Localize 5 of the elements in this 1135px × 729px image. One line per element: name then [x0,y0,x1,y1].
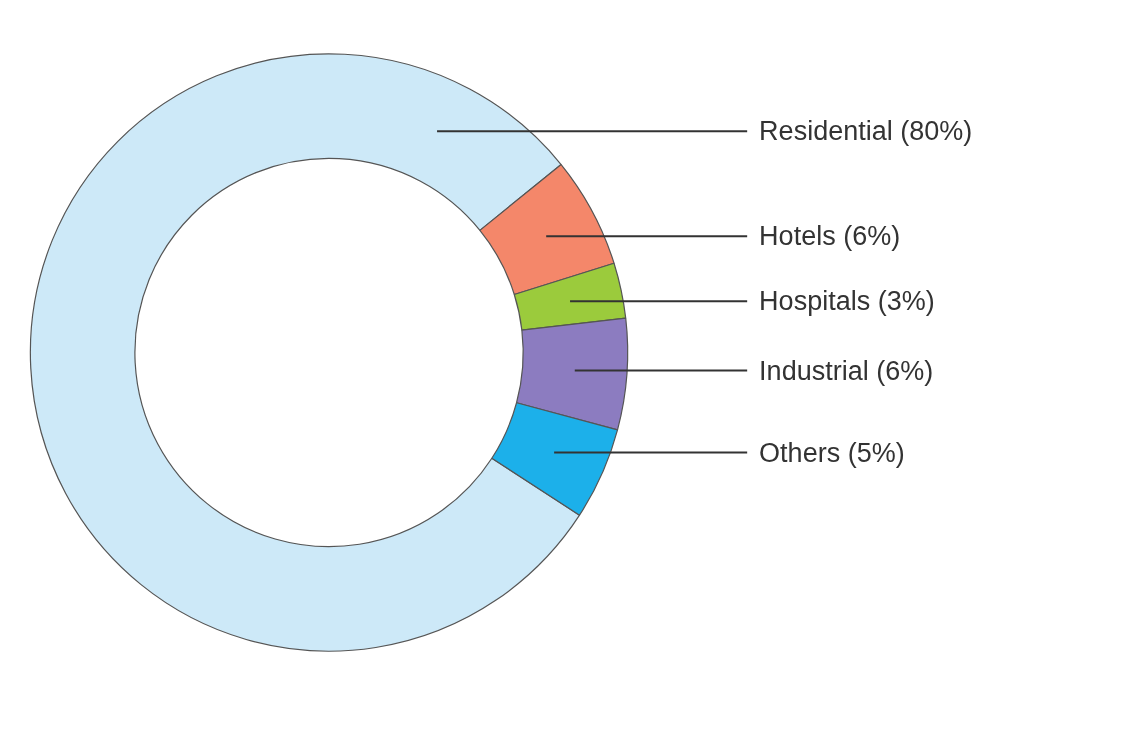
slice-label: Hospitals (3%) [759,286,935,317]
slice-label: Others (5%) [759,437,905,468]
slice-label: Industrial (6%) [759,355,934,386]
slice-label: Hotels (6%) [759,221,901,252]
slice-label: Residential (80%) [759,116,973,147]
